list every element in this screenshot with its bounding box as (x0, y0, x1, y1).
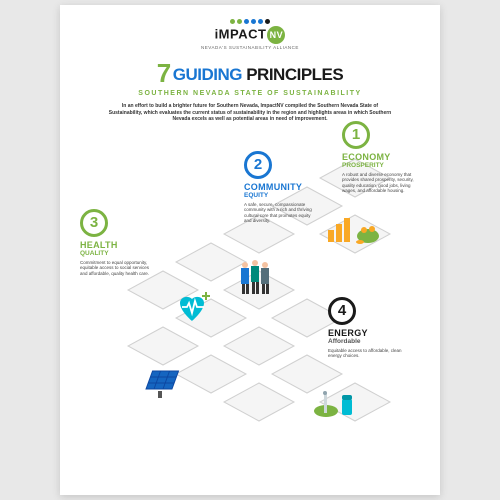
principle-3: 3 HEALTH QUALITY Commitment to equal opp… (80, 209, 154, 277)
logo-dot (244, 19, 249, 24)
title-guiding: GUIDING (173, 65, 242, 84)
logo-dot (237, 19, 242, 24)
logo-subtitle: NEVADA'S SUSTAINABILITY ALLIANCE (84, 45, 416, 50)
principle-subtitle: EQUITY (244, 192, 314, 199)
principle-description: Equitable access to affordable, clean en… (328, 348, 402, 359)
principle-title: ECONOMY (342, 152, 420, 162)
title-principles: PRINCIPLES (246, 65, 343, 84)
logo-dot (258, 19, 263, 24)
title-seven: 7 (157, 58, 171, 88)
logo-text: iMPACTNV (84, 26, 416, 44)
logo: iMPACTNV NEVADA'S SUSTAINABILITY ALLIANC… (84, 19, 416, 50)
number-badge: 1 (342, 121, 370, 149)
title-block: 7GUIDING PRINCIPLES SOUTHERN NEVADA STAT… (84, 58, 416, 97)
title-main: 7GUIDING PRINCIPLES (84, 58, 416, 89)
number-badge: 2 (244, 151, 272, 179)
title-subtitle: SOUTHERN NEVADA STATE OF SUSTAINABILITY (84, 90, 416, 97)
principle-2: 2 COMMUNITY EQUITY A safe, secure, compa… (244, 151, 314, 225)
principle-title: ENERGY (328, 328, 402, 338)
logo-nv-badge: NV (267, 26, 285, 44)
logo-dots (84, 19, 416, 24)
principle-title: HEALTH (80, 240, 154, 250)
principle-description: Commitment to equal opportunity, equitab… (80, 260, 154, 277)
principle-title: COMMUNITY (244, 182, 314, 192)
community-icon (230, 257, 280, 299)
energy-solar-icon (142, 367, 196, 401)
number-badge: 3 (80, 209, 108, 237)
number-badge: 4 (328, 297, 356, 325)
principle-subtitle: QUALITY (80, 250, 154, 257)
health-icon (170, 289, 218, 329)
principle-subtitle: PROSPERITY (342, 162, 420, 169)
logo-dot (251, 19, 256, 24)
energy-turbine-icon (312, 383, 358, 423)
logo-dot (265, 19, 270, 24)
principle-description: A safe, secure, compassionate community … (244, 202, 314, 225)
principles-grid: 1 ECONOMY PROSPERITY A robust and divers… (84, 137, 416, 437)
principle-subtitle: Affordable (328, 338, 402, 345)
principle-1: 1 ECONOMY PROSPERITY A robust and divers… (342, 121, 420, 195)
infographic-page: iMPACTNV NEVADA'S SUSTAINABILITY ALLIANC… (60, 5, 440, 495)
iso-tile (222, 381, 296, 423)
economy-icon (324, 212, 382, 246)
principle-4: 4 ENERGY Affordable Equitable access to … (328, 297, 402, 359)
principle-description: A robust and diverse economy that provid… (342, 172, 420, 195)
logo-dot (230, 19, 235, 24)
logo-impact: iMPACT (215, 26, 267, 41)
